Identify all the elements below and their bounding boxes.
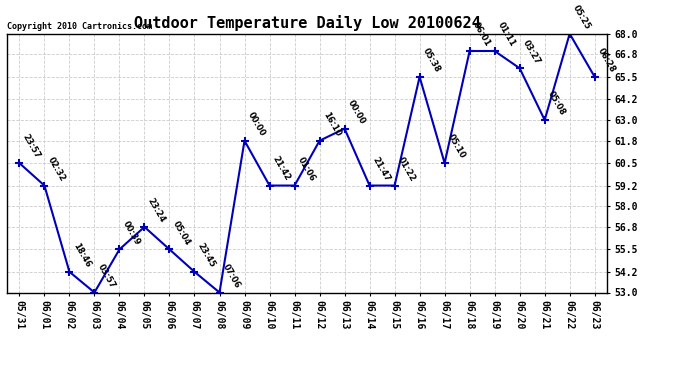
Text: 16:10: 16:10 (321, 110, 342, 138)
Text: 18:46: 18:46 (71, 242, 92, 269)
Text: 23:45: 23:45 (196, 242, 217, 269)
Title: Outdoor Temperature Daily Low 20100624: Outdoor Temperature Daily Low 20100624 (134, 15, 480, 31)
Text: 07:06: 07:06 (221, 262, 242, 290)
Text: 23:57: 23:57 (21, 133, 42, 160)
Text: 03:27: 03:27 (521, 38, 542, 66)
Text: 05:08: 05:08 (546, 90, 567, 117)
Text: 23:24: 23:24 (146, 196, 167, 224)
Text: 05:10: 05:10 (446, 133, 467, 160)
Text: 06:01: 06:01 (471, 21, 492, 48)
Text: 03:57: 03:57 (96, 262, 117, 290)
Text: 01:22: 01:22 (396, 155, 417, 183)
Text: 21:47: 21:47 (371, 155, 392, 183)
Text: 00:00: 00:00 (346, 99, 367, 126)
Text: 06:28: 06:28 (596, 46, 617, 74)
Text: 21:42: 21:42 (271, 155, 292, 183)
Text: 05:04: 05:04 (171, 219, 192, 247)
Text: 01:11: 01:11 (496, 21, 518, 48)
Text: 00:00: 00:00 (246, 111, 267, 138)
Text: 05:25: 05:25 (571, 3, 592, 31)
Text: Copyright 2010 Cartronics.com: Copyright 2010 Cartronics.com (7, 22, 152, 31)
Text: 02:32: 02:32 (46, 155, 67, 183)
Text: 01:06: 01:06 (296, 155, 317, 183)
Text: 05:38: 05:38 (421, 46, 442, 74)
Text: 00:39: 00:39 (121, 219, 142, 247)
